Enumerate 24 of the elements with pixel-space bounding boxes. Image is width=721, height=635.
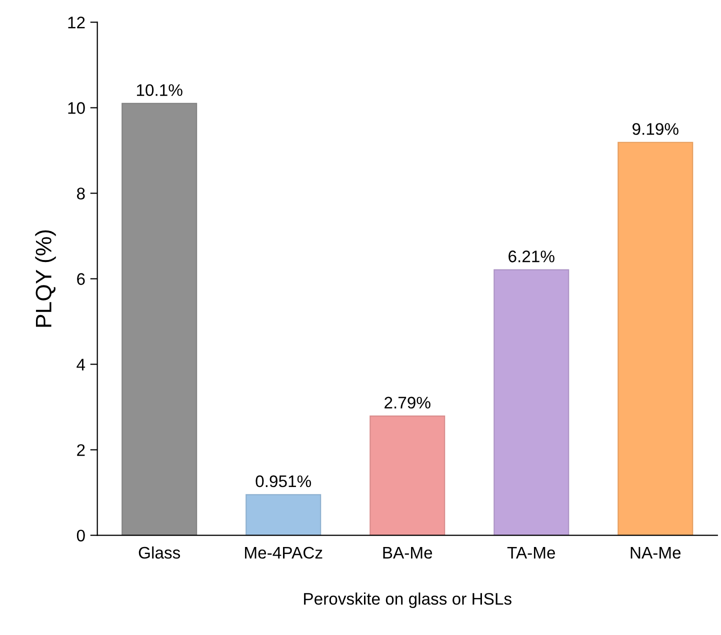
bar xyxy=(122,102,198,536)
x-tick-label: BA-Me xyxy=(383,547,432,559)
y-tick-label: 8 xyxy=(76,188,85,200)
bar xyxy=(370,415,446,536)
bar xyxy=(618,142,694,536)
data-label: 6.21% xyxy=(508,250,554,262)
y-tick-label: 0 xyxy=(76,530,85,542)
y-axis-title: PLQY (%) xyxy=(35,230,56,327)
x-axis-title: Perovskite on glass or HSLs xyxy=(304,592,512,608)
bar xyxy=(246,494,322,536)
data-label: 10.1% xyxy=(136,84,182,96)
y-tick-label: 10 xyxy=(68,102,85,114)
y-tick-label: 12 xyxy=(68,16,85,28)
x-tick-label: Glass xyxy=(138,546,180,559)
bar xyxy=(494,269,570,536)
data-label: 9.19% xyxy=(632,123,678,135)
data-label: 2.79% xyxy=(384,396,430,409)
data-label: 0.951% xyxy=(256,475,312,488)
y-tick-label: 2 xyxy=(77,444,85,456)
y-tick-label: 4 xyxy=(76,358,86,370)
x-tick-label: Me-4PACz xyxy=(245,546,322,559)
x-tick-label: NA-Me xyxy=(630,547,681,559)
x-tick-label: TA-Me xyxy=(507,547,556,559)
y-tick-label: 6 xyxy=(77,273,85,285)
